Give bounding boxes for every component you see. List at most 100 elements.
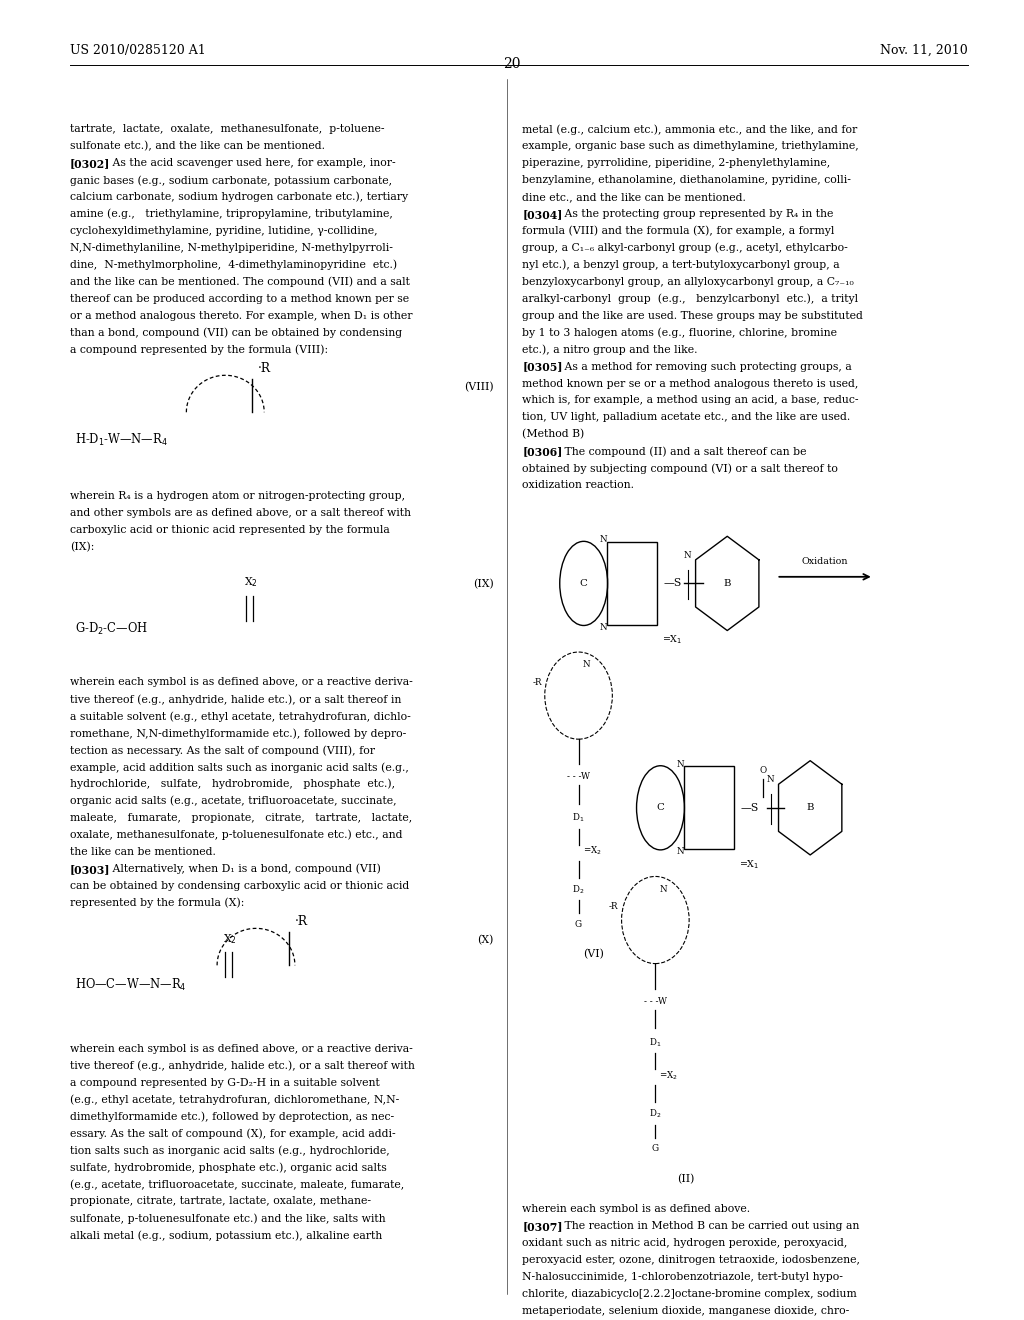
Text: dine,  N-methylmorpholine,  4-dimethylaminopyridine  etc.): dine, N-methylmorpholine, 4-dimethylamin…: [70, 260, 396, 271]
Text: =X$_2$: =X$_2$: [659, 1069, 678, 1081]
Text: N: N: [600, 535, 607, 544]
Text: ·R: ·R: [295, 915, 308, 928]
Text: group and the like are used. These groups may be substituted: group and the like are used. These group…: [522, 310, 863, 321]
Text: calcium carbonate, sodium hydrogen carbonate etc.), tertiary: calcium carbonate, sodium hydrogen carbo…: [70, 191, 408, 202]
Text: N: N: [677, 847, 684, 857]
Text: (e.g., acetate, trifluoroacetate, succinate, maleate, fumarate,: (e.g., acetate, trifluoroacetate, succin…: [70, 1180, 403, 1191]
Text: wherein each symbol is as defined above, or a reactive deriva-: wherein each symbol is as defined above,…: [70, 677, 413, 688]
Text: dimethylformamide etc.), followed by deprotection, as nec-: dimethylformamide etc.), followed by dep…: [70, 1111, 394, 1122]
Text: O: O: [760, 766, 767, 775]
Text: obtained by subjecting compound (VI) or a salt thereof to: obtained by subjecting compound (VI) or …: [522, 463, 838, 474]
Text: As the acid scavenger used here, for example, inor-: As the acid scavenger used here, for exa…: [101, 158, 395, 168]
Text: As the protecting group represented by R₄ in the: As the protecting group represented by R…: [554, 209, 834, 219]
Text: B: B: [724, 579, 731, 587]
Text: propionate, citrate, tartrate, lactate, oxalate, methane-: propionate, citrate, tartrate, lactate, …: [70, 1196, 371, 1206]
Text: etc.), a nitro group and the like.: etc.), a nitro group and the like.: [522, 345, 697, 355]
Text: B: B: [807, 804, 814, 812]
Text: aralkyl-carbonyl  group  (e.g.,   benzylcarbonyl  etc.),  a trityl: aralkyl-carbonyl group (e.g., benzylcarb…: [522, 294, 858, 305]
Text: maleate,   fumarate,   propionate,   citrate,   tartrate,   lactate,: maleate, fumarate, propionate, citrate, …: [70, 813, 412, 822]
Text: D$_2$: D$_2$: [649, 1107, 662, 1119]
Text: which is, for example, a method using an acid, a base, reduc-: which is, for example, a method using an…: [522, 396, 859, 405]
Text: X$_2$: X$_2$: [223, 932, 238, 945]
Text: can be obtained by condensing carboxylic acid or thionic acid: can be obtained by condensing carboxylic…: [70, 880, 409, 891]
Text: N-halosuccinimide, 1-chlorobenzotriazole, tert-butyl hypo-: N-halosuccinimide, 1-chlorobenzotriazole…: [522, 1271, 843, 1282]
Text: US 2010/0285120 A1: US 2010/0285120 A1: [70, 44, 206, 57]
Text: benzylamine, ethanolamine, diethanolamine, pyridine, colli-: benzylamine, ethanolamine, diethanolamin…: [522, 176, 851, 185]
Text: a compound represented by the formula (VIII):: a compound represented by the formula (V…: [70, 345, 328, 355]
Text: example, organic base such as dimethylamine, triethylamine,: example, organic base such as dimethylam…: [522, 141, 859, 150]
Text: D$_2$: D$_2$: [572, 883, 585, 895]
Text: chlorite, diazabicyclo[2.2.2]octane-bromine complex, sodium: chlorite, diazabicyclo[2.2.2]octane-brom…: [522, 1288, 857, 1299]
Text: [0305]: [0305]: [522, 362, 563, 372]
Text: Oxidation: Oxidation: [802, 557, 848, 566]
Text: -R: -R: [532, 678, 542, 686]
Text: (Method B): (Method B): [522, 429, 585, 440]
Text: [0302]: [0302]: [70, 158, 110, 169]
Text: [0307]: [0307]: [522, 1221, 563, 1232]
Text: tive thereof (e.g., anhydride, halide etc.), or a salt thereof with: tive thereof (e.g., anhydride, halide et…: [70, 1061, 415, 1072]
Text: Nov. 11, 2010: Nov. 11, 2010: [880, 44, 968, 57]
Text: C: C: [656, 804, 665, 812]
Text: wherein each symbol is as defined above, or a reactive deriva-: wherein each symbol is as defined above,…: [70, 1044, 413, 1053]
Text: 20: 20: [503, 57, 521, 71]
Text: (e.g., ethyl acetate, tetrahydrofuran, dichloromethane, N,N-: (e.g., ethyl acetate, tetrahydrofuran, d…: [70, 1094, 399, 1105]
Text: thereof can be produced according to a method known per se: thereof can be produced according to a m…: [70, 294, 409, 304]
Text: formula (VIII) and the formula (X), for example, a formyl: formula (VIII) and the formula (X), for …: [522, 226, 835, 236]
Text: peroxyacid ester, ozone, dinitrogen tetraoxide, iodosbenzene,: peroxyacid ester, ozone, dinitrogen tetr…: [522, 1255, 860, 1265]
Text: cyclohexyldimethylamine, pyridine, lutidine, γ-collidine,: cyclohexyldimethylamine, pyridine, lutid…: [70, 226, 377, 236]
Text: D$_1$: D$_1$: [572, 812, 585, 824]
Text: represented by the formula (X):: represented by the formula (X):: [70, 898, 244, 908]
Text: sulfate, hydrobromide, phosphate etc.), organic acid salts: sulfate, hydrobromide, phosphate etc.), …: [70, 1163, 386, 1173]
Text: example, acid addition salts such as inorganic acid salts (e.g.,: example, acid addition salts such as ino…: [70, 762, 409, 772]
Text: N: N: [684, 550, 691, 560]
Text: by 1 to 3 halogen atoms (e.g., fluorine, chlorine, bromine: by 1 to 3 halogen atoms (e.g., fluorine,…: [522, 327, 838, 338]
Text: HO—C—W—N—R$_4$: HO—C—W—N—R$_4$: [75, 977, 186, 993]
Text: dine etc., and the like can be mentioned.: dine etc., and the like can be mentioned…: [522, 191, 746, 202]
Text: G-D$_2$-C—OH: G-D$_2$-C—OH: [75, 620, 147, 638]
Text: sulfonate, p-toluenesulfonate etc.) and the like, salts with: sulfonate, p-toluenesulfonate etc.) and …: [70, 1213, 385, 1224]
Text: N: N: [659, 884, 668, 894]
Text: romethane, N,N-dimethylformamide etc.), followed by depro-: romethane, N,N-dimethylformamide etc.), …: [70, 729, 406, 739]
Text: nyl etc.), a benzyl group, a tert-butyloxycarbonyl group, a: nyl etc.), a benzyl group, a tert-butylo…: [522, 260, 840, 271]
Text: [0306]: [0306]: [522, 446, 562, 457]
Text: and other symbols are as defined above, or a salt thereof with: and other symbols are as defined above, …: [70, 508, 411, 517]
Text: D$_1$: D$_1$: [649, 1036, 662, 1048]
Text: and the like can be mentioned. The compound (VII) and a salt: and the like can be mentioned. The compo…: [70, 277, 410, 288]
Text: the like can be mentioned.: the like can be mentioned.: [70, 846, 215, 857]
Text: H-D$_1$-W—N—R$_4$: H-D$_1$-W—N—R$_4$: [75, 432, 168, 447]
Text: wherein each symbol is as defined above.: wherein each symbol is as defined above.: [522, 1204, 751, 1214]
Text: ·R: ·R: [258, 362, 271, 375]
Text: =X$_1$: =X$_1$: [738, 858, 759, 871]
Text: (VI): (VI): [584, 949, 604, 960]
Text: oxalate, methanesulfonate, p-toluenesulfonate etc.) etc., and: oxalate, methanesulfonate, p-toluenesulf…: [70, 830, 402, 841]
Text: (IX):: (IX):: [70, 541, 94, 552]
Text: =X$_2$: =X$_2$: [583, 845, 601, 857]
Text: N: N: [767, 775, 774, 784]
Text: ganic bases (e.g., sodium carbonate, potassium carbonate,: ganic bases (e.g., sodium carbonate, pot…: [70, 176, 392, 186]
Text: carboxylic acid or thionic acid represented by the formula: carboxylic acid or thionic acid represen…: [70, 524, 389, 535]
Text: - - -W: - - -W: [567, 772, 590, 781]
Text: tion salts such as inorganic acid salts (e.g., hydrochloride,: tion salts such as inorganic acid salts …: [70, 1146, 389, 1156]
Text: essary. As the salt of compound (X), for example, acid addi-: essary. As the salt of compound (X), for…: [70, 1129, 395, 1139]
Text: organic acid salts (e.g., acetate, trifluoroacetate, succinate,: organic acid salts (e.g., acetate, trifl…: [70, 796, 396, 807]
Text: [0303]: [0303]: [70, 863, 111, 875]
Text: a suitable solvent (e.g., ethyl acetate, tetrahydrofuran, dichlo-: a suitable solvent (e.g., ethyl acetate,…: [70, 711, 411, 722]
Text: tion, UV light, palladium acetate etc., and the like are used.: tion, UV light, palladium acetate etc., …: [522, 412, 851, 422]
Text: N: N: [583, 660, 591, 669]
Text: =X$_1$: =X$_1$: [662, 634, 682, 647]
Text: benzyloxycarbonyl group, an allyloxycarbonyl group, a C₇₋₁₀: benzyloxycarbonyl group, an allyloxycarb…: [522, 277, 854, 286]
Text: X$_2$: X$_2$: [244, 576, 258, 590]
Text: amine (e.g.,   triethylamine, tripropylamine, tributylamine,: amine (e.g., triethylamine, tripropylami…: [70, 209, 392, 219]
Text: (X): (X): [477, 935, 494, 945]
Text: N,N-dimethylaniline, N-methylpiperidine, N-methylpyrroli-: N,N-dimethylaniline, N-methylpiperidine,…: [70, 243, 392, 253]
Text: wherein R₄ is a hydrogen atom or nitrogen-protecting group,: wherein R₄ is a hydrogen atom or nitroge…: [70, 491, 404, 500]
Text: method known per se or a method analogous thereto is used,: method known per se or a method analogou…: [522, 379, 858, 388]
Text: hydrochloride,   sulfate,   hydrobromide,   phosphate  etc.),: hydrochloride, sulfate, hydrobromide, ph…: [70, 779, 395, 789]
Text: (IX): (IX): [473, 579, 494, 589]
Text: The reaction in Method B can be carried out using an: The reaction in Method B can be carried …: [554, 1221, 859, 1230]
Text: tartrate,  lactate,  oxalate,  methanesulfonate,  p-toluene-: tartrate, lactate, oxalate, methanesulfo…: [70, 124, 384, 135]
Text: sulfonate etc.), and the like can be mentioned.: sulfonate etc.), and the like can be men…: [70, 141, 325, 152]
Text: As a method for removing such protecting groups, a: As a method for removing such protecting…: [554, 362, 852, 371]
Text: [0304]: [0304]: [522, 209, 562, 220]
Text: or a method analogous thereto. For example, when D₁ is other: or a method analogous thereto. For examp…: [70, 310, 412, 321]
